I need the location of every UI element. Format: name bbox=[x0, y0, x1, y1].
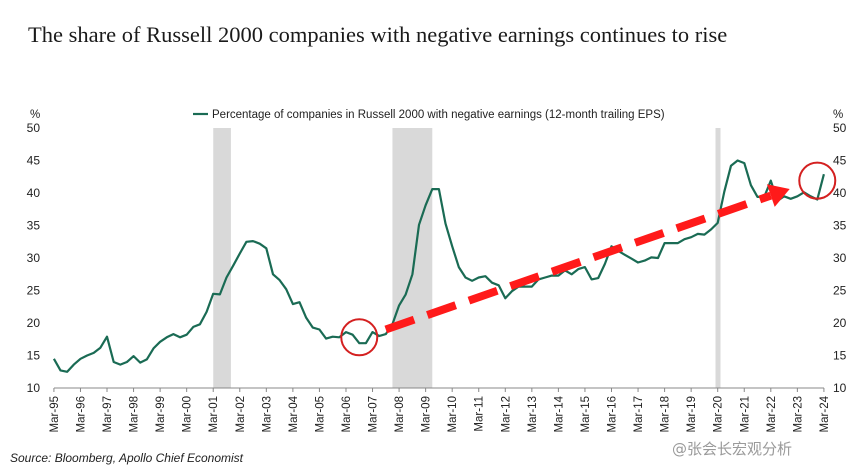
chart-title: The share of Russell 2000 companies with… bbox=[28, 22, 728, 47]
recession-band-2 bbox=[715, 128, 721, 388]
trend-arrow-head bbox=[766, 184, 790, 207]
recession-band-0 bbox=[213, 128, 231, 388]
chart-axes: 10 10 15 15 20 20 25 25 30 30 35 35 40 40 45 45 50 50% % Ma… bbox=[27, 109, 847, 432]
x-tick-label: Mar-00 bbox=[182, 396, 194, 432]
x-tick-label: Mar-11 bbox=[474, 396, 486, 432]
x-tick-label: Mar-24 bbox=[819, 395, 831, 432]
x-tick-label: Mar-14 bbox=[553, 395, 565, 432]
x-tick-label: Mar-02 bbox=[235, 396, 247, 432]
y-tick-label-right: 45 bbox=[833, 154, 847, 168]
end-highlight-circle bbox=[798, 161, 837, 200]
x-tick-label: Mar-12 bbox=[500, 396, 512, 432]
recession-bands bbox=[213, 128, 721, 388]
series-line bbox=[52, 159, 825, 373]
y-tick-label-right: 35 bbox=[833, 219, 847, 233]
y-tick-label-right: 40 bbox=[833, 186, 847, 200]
x-tick-label: Mar-03 bbox=[261, 396, 273, 432]
y-tick-label-right: 20 bbox=[833, 316, 847, 330]
legend-label: Percentage of companies in Russell 2000 … bbox=[212, 109, 665, 121]
x-tick-label: Mar-96 bbox=[75, 396, 87, 432]
watermark: @张会长宏观分析 bbox=[672, 440, 793, 458]
x-tick-label: Mar-07 bbox=[368, 396, 380, 432]
series-group bbox=[52, 159, 825, 373]
y-unit-right: % bbox=[833, 109, 843, 121]
y-tick-label-right: 10 bbox=[833, 381, 847, 395]
source-note: Source: Bloomberg, Apollo Chief Economis… bbox=[10, 451, 244, 465]
trend-arrow-shaft bbox=[384, 191, 773, 334]
x-tick-label: Mar-15 bbox=[580, 396, 592, 432]
x-tick-label: Mar-98 bbox=[129, 396, 141, 432]
x-tick-label: Mar-09 bbox=[421, 396, 433, 432]
x-tick-label: Mar-10 bbox=[447, 396, 459, 432]
y-tick-label-left: 20 bbox=[27, 316, 41, 330]
x-tick-label: Mar-18 bbox=[660, 396, 672, 432]
x-tick-label: Mar-95 bbox=[49, 396, 61, 432]
annotations bbox=[340, 161, 837, 357]
recession-band-1 bbox=[392, 128, 433, 388]
x-tick-label: Mar-17 bbox=[633, 396, 645, 432]
y-tick-label-right: 15 bbox=[833, 349, 847, 363]
x-tick-label: Mar-99 bbox=[155, 396, 167, 432]
y-tick-label-left: 35 bbox=[27, 219, 41, 233]
y-tick-label-right: 25 bbox=[833, 284, 847, 298]
y-tick-label-right: 50 bbox=[833, 121, 847, 135]
x-tick-label: Mar-05 bbox=[314, 396, 326, 432]
x-tick-label: Mar-16 bbox=[606, 396, 618, 432]
start-highlight-circle bbox=[340, 318, 379, 357]
y-tick-label-left: 50 bbox=[27, 121, 41, 135]
y-tick-label-left: 10 bbox=[27, 381, 41, 395]
x-tick-label: Mar-04 bbox=[288, 395, 300, 432]
x-tick-label: Mar-01 bbox=[208, 396, 220, 432]
y-tick-label-left: 25 bbox=[27, 284, 41, 298]
x-tick-label: Mar-06 bbox=[341, 396, 353, 432]
y-tick-label-left: 45 bbox=[27, 154, 41, 168]
y-unit-left: % bbox=[30, 109, 40, 121]
y-tick-label-left: 30 bbox=[27, 251, 41, 265]
y-tick-label-left: 40 bbox=[27, 186, 41, 200]
legend: Percentage of companies in Russell 2000 … bbox=[193, 109, 665, 121]
x-tick-label: Mar-21 bbox=[739, 396, 751, 432]
x-tick-label: Mar-19 bbox=[686, 396, 698, 432]
x-tick-label: Mar-97 bbox=[102, 396, 114, 432]
x-tick-label: Mar-22 bbox=[766, 396, 778, 432]
x-tick-label: Mar-13 bbox=[527, 396, 539, 432]
x-tick-label: Mar-23 bbox=[792, 396, 804, 432]
x-tick-label: Mar-08 bbox=[394, 396, 406, 432]
y-tick-label-left: 15 bbox=[27, 349, 41, 363]
x-tick-label: Mar-20 bbox=[713, 396, 725, 432]
y-tick-label-right: 30 bbox=[833, 251, 847, 265]
